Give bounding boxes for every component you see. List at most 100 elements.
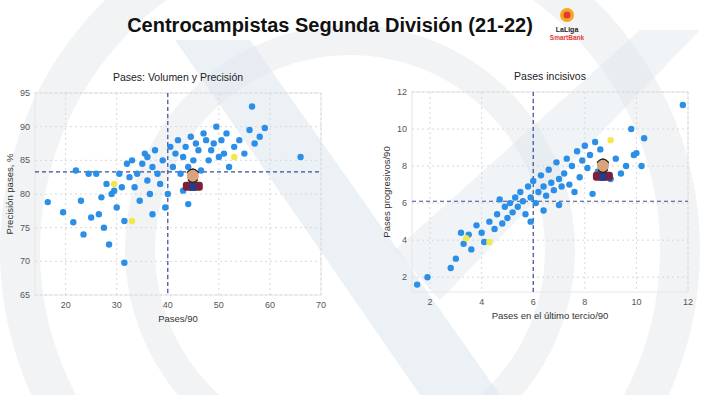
grid-line bbox=[412, 129, 688, 130]
scatter-point bbox=[618, 170, 624, 176]
scatter-point bbox=[165, 191, 171, 197]
scatter-point bbox=[504, 215, 510, 221]
scatter-point bbox=[251, 140, 257, 146]
chart-title: Pases incisivos bbox=[514, 70, 586, 82]
scatter-point bbox=[597, 146, 603, 152]
scatter-point bbox=[193, 140, 199, 146]
scatter-point bbox=[226, 164, 232, 170]
scatter-point bbox=[527, 218, 533, 224]
scatter-point bbox=[167, 144, 173, 150]
scatter-point bbox=[535, 189, 541, 195]
scatter-point bbox=[551, 187, 557, 193]
scatter-point bbox=[548, 180, 554, 186]
avatar-beard bbox=[598, 169, 608, 174]
scatter-point bbox=[478, 230, 484, 236]
plot-frame bbox=[412, 92, 688, 292]
scatter-point bbox=[579, 157, 585, 163]
scatter-point bbox=[114, 204, 120, 210]
scatter-point bbox=[414, 281, 420, 287]
y-tick-label: 75 bbox=[20, 223, 30, 233]
scatter-point bbox=[236, 137, 242, 143]
scatter-point bbox=[106, 241, 112, 247]
scatter-point bbox=[569, 163, 575, 169]
scatter-point bbox=[70, 219, 76, 225]
scatter-point bbox=[556, 202, 562, 208]
grid-line bbox=[35, 227, 321, 228]
scatter-point bbox=[180, 154, 186, 160]
scatter-point bbox=[134, 171, 140, 177]
scatter-point bbox=[149, 211, 155, 217]
grid-line bbox=[35, 93, 321, 94]
grid-line bbox=[412, 92, 688, 93]
scatter-point bbox=[172, 150, 178, 156]
bg-band bbox=[395, 30, 700, 300]
scatter-point bbox=[93, 171, 99, 177]
scatter-point bbox=[144, 154, 150, 160]
grid-line bbox=[533, 92, 534, 292]
scatter-point bbox=[200, 130, 206, 136]
scatter-point bbox=[121, 218, 127, 224]
y-tick-label: 10 bbox=[397, 124, 407, 134]
grid-line bbox=[412, 240, 688, 241]
scatter-point bbox=[119, 184, 125, 190]
grid-line bbox=[35, 295, 321, 296]
logo-mark bbox=[560, 8, 574, 22]
scatter-point bbox=[185, 201, 191, 207]
scatter-point bbox=[231, 144, 237, 150]
x-tick-label: 30 bbox=[112, 300, 122, 310]
scatter-point bbox=[468, 246, 474, 252]
scatter-point bbox=[129, 157, 135, 163]
scatter-point bbox=[78, 198, 84, 204]
scatter-point bbox=[509, 209, 515, 215]
logo-mark bbox=[564, 12, 571, 19]
scatter-point bbox=[502, 204, 508, 210]
reference-line bbox=[533, 92, 534, 292]
scatter-point bbox=[561, 170, 567, 176]
scatter-point bbox=[85, 171, 91, 177]
logo-text: SmartBank bbox=[550, 34, 585, 41]
scatter-point bbox=[607, 137, 613, 143]
scatter-point bbox=[589, 191, 595, 197]
scatter-point bbox=[96, 211, 102, 217]
scatter-point bbox=[447, 265, 453, 271]
scatter-point bbox=[584, 165, 590, 171]
grid-line bbox=[430, 92, 431, 292]
chart-0: 20304050607065707580859095Pases: Volumen… bbox=[4, 71, 326, 324]
x-tick-label: 8 bbox=[582, 297, 587, 307]
x-tick-label: 40 bbox=[163, 300, 173, 310]
scatter-point bbox=[556, 176, 562, 182]
scatter-point bbox=[543, 193, 549, 199]
y-tick-label: 6 bbox=[402, 198, 407, 208]
scatter-point bbox=[177, 171, 183, 177]
x-tick-label: 50 bbox=[214, 300, 224, 310]
scatter-point bbox=[126, 174, 132, 180]
avatar-hair bbox=[597, 158, 609, 164]
avatar-point bbox=[593, 158, 613, 181]
scatter-point bbox=[297, 154, 303, 160]
scatter-point bbox=[170, 164, 176, 170]
scatter-point bbox=[499, 220, 505, 226]
scatter-point bbox=[205, 157, 211, 163]
scatter-point bbox=[175, 137, 181, 143]
avatar-point bbox=[183, 168, 203, 191]
y-tick-label: 8 bbox=[402, 161, 407, 171]
x-tick-label: 60 bbox=[265, 300, 275, 310]
scatter-point bbox=[566, 181, 572, 187]
grid-line bbox=[35, 261, 321, 262]
y-tick-label: 65 bbox=[20, 290, 30, 300]
scatter-point bbox=[494, 211, 500, 217]
scatter-point bbox=[188, 134, 194, 140]
scatter-point bbox=[458, 230, 464, 236]
scatter-point bbox=[103, 181, 109, 187]
scatter-point bbox=[587, 152, 593, 158]
scatter-point bbox=[257, 134, 263, 140]
page: {"title": "Centrocampistas Segunda Divis… bbox=[0, 0, 702, 395]
scatter-point bbox=[558, 183, 564, 189]
scatter-point bbox=[530, 178, 536, 184]
scatter-point bbox=[111, 187, 117, 193]
scatter-point bbox=[486, 239, 492, 245]
scatter-point bbox=[582, 143, 588, 149]
avatar-face bbox=[597, 159, 609, 173]
x-tick-label: 20 bbox=[61, 300, 71, 310]
scatter-point bbox=[149, 164, 155, 170]
